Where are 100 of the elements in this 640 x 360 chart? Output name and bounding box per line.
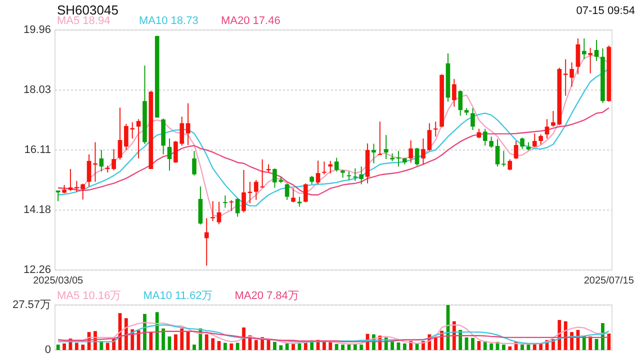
candlestick bbox=[334, 157, 339, 172]
candlestick bbox=[563, 58, 568, 96]
bar bbox=[192, 344, 196, 350]
candlestick bbox=[502, 150, 506, 168]
bar bbox=[211, 338, 215, 350]
bar bbox=[539, 343, 543, 350]
candlestick bbox=[452, 78, 456, 108]
bar bbox=[532, 344, 536, 350]
candlestick bbox=[56, 190, 60, 202]
candlestick bbox=[544, 118, 550, 139]
y-tick-label: 19.96 bbox=[23, 24, 51, 36]
candlestick bbox=[136, 118, 141, 159]
candlestick bbox=[192, 150, 196, 176]
candlestick bbox=[378, 121, 382, 156]
chart-title: SH603045 bbox=[57, 2, 118, 18]
bar bbox=[242, 327, 246, 350]
bar bbox=[273, 342, 276, 350]
candlestick bbox=[297, 196, 302, 208]
bar bbox=[74, 342, 78, 350]
candlestick bbox=[229, 200, 234, 212]
candlestick bbox=[520, 137, 524, 150]
bar bbox=[204, 334, 208, 350]
bar bbox=[588, 336, 592, 350]
bar bbox=[106, 342, 110, 350]
text: MA5 18.94 bbox=[57, 14, 110, 27]
bar bbox=[136, 330, 140, 350]
bar bbox=[402, 343, 406, 350]
candlestick bbox=[570, 62, 574, 88]
bar bbox=[174, 334, 178, 350]
bar bbox=[434, 338, 438, 350]
candlestick bbox=[316, 160, 320, 185]
candlestick bbox=[204, 218, 209, 266]
candlestick bbox=[216, 201, 222, 225]
candlestick bbox=[210, 200, 215, 222]
bar bbox=[124, 318, 128, 350]
candlestick bbox=[421, 138, 426, 165]
bar bbox=[230, 343, 234, 350]
bar bbox=[490, 343, 494, 350]
candlestick bbox=[476, 128, 482, 139]
candlestick bbox=[284, 183, 290, 200]
x-tick-label: 2025/03/05 bbox=[33, 276, 84, 287]
candlestick bbox=[514, 140, 518, 160]
bar bbox=[56, 344, 60, 350]
bar bbox=[62, 343, 66, 350]
text: 07-15 09:54 bbox=[576, 4, 635, 17]
candlestick bbox=[167, 138, 172, 172]
bar bbox=[502, 344, 506, 350]
candlestick bbox=[86, 154, 92, 187]
y-tick-label: 0 bbox=[44, 344, 51, 356]
candlestick bbox=[594, 39, 599, 62]
text: MA20 17.46 bbox=[221, 14, 280, 27]
bar bbox=[81, 344, 85, 350]
bar bbox=[601, 323, 604, 350]
y-tick-label: 14.18 bbox=[23, 204, 51, 216]
x-tick-label: 2025/07/15 bbox=[584, 276, 634, 287]
candlestick bbox=[408, 140, 414, 164]
candlestick bbox=[242, 169, 246, 213]
bar bbox=[347, 344, 351, 350]
candlestick bbox=[291, 188, 296, 203]
bar bbox=[415, 343, 419, 350]
candlestick bbox=[68, 168, 73, 192]
text: MA20 7.84万 bbox=[234, 290, 299, 302]
bar bbox=[464, 337, 468, 350]
bar bbox=[520, 344, 524, 350]
bar bbox=[607, 334, 611, 350]
candlestick bbox=[482, 128, 488, 146]
text: MA10 18.73 bbox=[139, 14, 198, 27]
candlestick bbox=[495, 138, 500, 168]
candlestick bbox=[186, 102, 190, 146]
bar bbox=[390, 342, 394, 350]
y-tick-label: 12.26 bbox=[23, 264, 51, 276]
candlestick bbox=[532, 132, 537, 148]
bar bbox=[186, 331, 190, 350]
candlestick bbox=[588, 47, 593, 74]
bar bbox=[254, 340, 258, 350]
bar bbox=[341, 344, 344, 350]
bar bbox=[149, 332, 153, 350]
bar bbox=[279, 345, 283, 350]
candlestick bbox=[322, 161, 326, 175]
candlestick bbox=[328, 160, 333, 174]
candlestick bbox=[538, 134, 543, 145]
candlestick bbox=[396, 150, 401, 168]
bar bbox=[564, 321, 568, 350]
text: MA10 11.62万 bbox=[143, 290, 213, 302]
candlestick bbox=[235, 198, 240, 218]
candlestick bbox=[470, 108, 475, 131]
bar bbox=[471, 338, 474, 350]
bar bbox=[285, 343, 289, 350]
candlestick bbox=[576, 38, 580, 75]
bar bbox=[223, 342, 227, 350]
line-series bbox=[57, 107, 610, 196]
y-tick-label: 16.11 bbox=[24, 144, 51, 156]
candlestick bbox=[303, 182, 308, 203]
candlestick bbox=[414, 147, 420, 166]
candlestick bbox=[427, 122, 432, 152]
text: MA5 10.16万 bbox=[57, 290, 122, 302]
bar bbox=[334, 344, 338, 350]
candlestick bbox=[433, 121, 438, 138]
candlestick bbox=[118, 107, 122, 160]
candlestick bbox=[508, 158, 512, 171]
